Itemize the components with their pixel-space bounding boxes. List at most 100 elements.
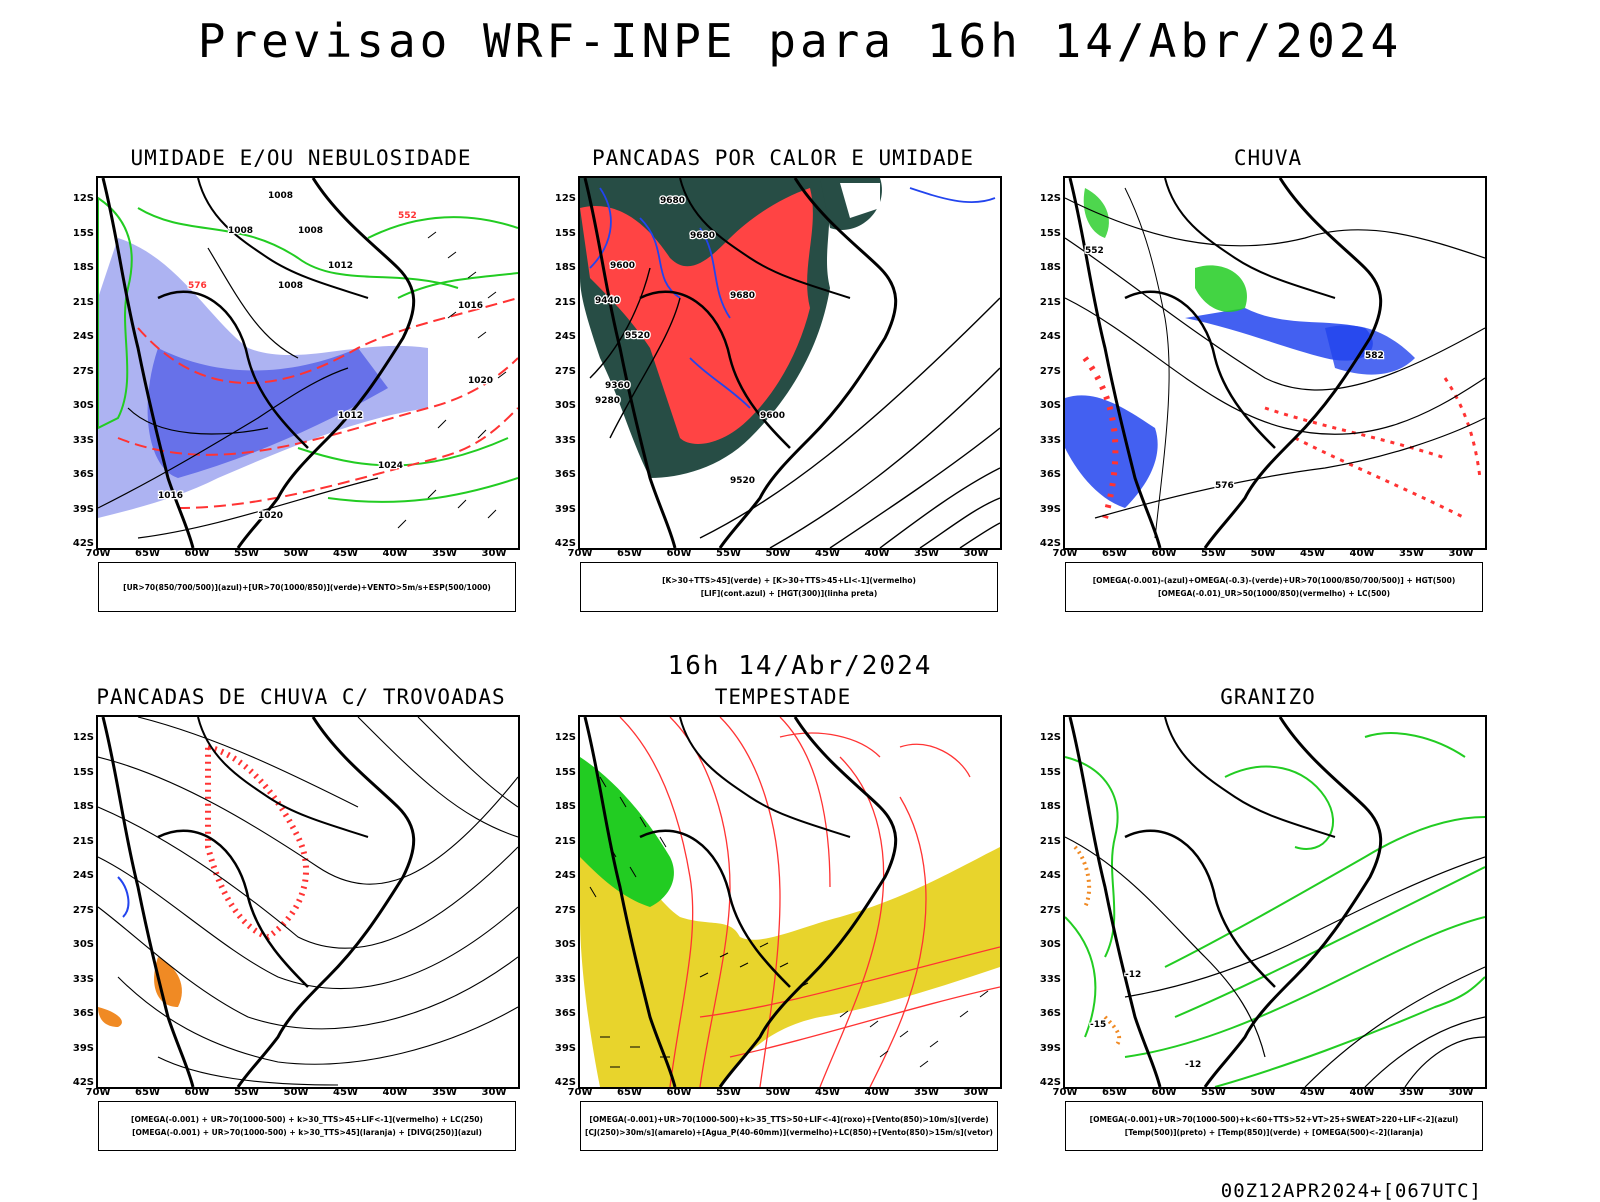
- lat-tick-label: 21S: [554, 296, 576, 308]
- lat-tick-label: 27S: [554, 904, 576, 916]
- lon-tick-label: 70W: [567, 1087, 593, 1098]
- lat-tick-label: 30S: [1039, 400, 1061, 411]
- lon-tick-label: 35W: [432, 1087, 457, 1098]
- humidity-low-level-contour: [297, 437, 518, 503]
- lon-tick-label: 45W: [1300, 1087, 1325, 1098]
- thunderstorm-area: [205, 743, 309, 941]
- contour-label: -12: [1125, 970, 1141, 980]
- lat-tick-label: 24S: [554, 331, 576, 342]
- lat-tick-label: 39S: [1039, 503, 1061, 515]
- map-umidade: 1008 1008 1008 1008 1012 1012 1016 1016 1020 1020…: [96, 176, 520, 550]
- lon-tick-label: 40W: [382, 1087, 408, 1098]
- contour-label: 1016: [458, 301, 483, 311]
- map-granizo: -12 -12 -15: [1063, 715, 1487, 1089]
- lon-tick-label: 50W: [283, 548, 309, 559]
- lat-tick-label: 33S: [554, 434, 576, 446]
- lon-tick-label: 40W: [1349, 548, 1375, 559]
- streamline: [1124, 187, 1170, 539]
- map-tempestade: [578, 715, 1002, 1089]
- continent-outline: [101, 178, 416, 548]
- panel-legend: [OMEGA(-0.001)+UR>70(1000-500)+k>35_TTS>…: [580, 1101, 998, 1151]
- lon-tick-label: 45W: [1300, 548, 1325, 559]
- lat-tick-label: 24S: [554, 870, 576, 881]
- contour-label: 1008: [268, 191, 293, 201]
- panel-title: PANCADAS POR CALOR E UMIDADE: [591, 146, 974, 170]
- contour-label: 1008: [298, 226, 323, 236]
- lat-tick-label: 12S: [1039, 732, 1061, 743]
- lat-tick-label: 33S: [72, 973, 94, 985]
- lat-tick-label: 30S: [1039, 939, 1061, 950]
- hgt500-contour: [1065, 197, 1485, 519]
- thickness-contour: [177, 407, 518, 509]
- panel-legend: [OMEGA(-0.001) + UR>70(1000-500) + k>30_…: [98, 1101, 516, 1151]
- lat-tick-label: 39S: [72, 1042, 94, 1054]
- omega500-area: [1073, 845, 1122, 1049]
- contour-label: 1020: [258, 511, 283, 521]
- lon-tick-label: 45W: [333, 548, 358, 559]
- lat-tick-label: 27S: [72, 904, 94, 916]
- lat-tick-label: 21S: [1039, 835, 1061, 847]
- lat-tick-label: 18S: [72, 262, 94, 273]
- lat-tick-label: 42S: [554, 538, 576, 549]
- legend-line: [CJ(250)>30m/s](amarelo)+[Agua_P(40-60mm…: [585, 1128, 993, 1137]
- panel-title: CHUVA: [1233, 146, 1303, 170]
- panel-title: TEMPESTADE: [714, 685, 852, 709]
- lon-tick-label: 40W: [1349, 1087, 1375, 1098]
- panel-granizo: GRANIZO: [1033, 685, 1503, 1175]
- lon-tick-label: 55W: [1201, 1087, 1226, 1098]
- lat-tick-label: 15S: [554, 766, 576, 778]
- continent-outline: [583, 178, 898, 548]
- lat-tick-label: 12S: [1039, 193, 1061, 204]
- humidity-mid-level-area: [147, 348, 388, 478]
- lat-tick-label: 24S: [72, 331, 94, 342]
- contour-label: 9280: [595, 396, 620, 406]
- lat-tick-label: 21S: [1039, 296, 1061, 308]
- lon-tick-label: 55W: [234, 1087, 259, 1098]
- instability-area: [580, 188, 813, 444]
- legend-line: [UR>70(850/700/500)](azul)+[UR>70(1000/8…: [123, 582, 491, 592]
- lat-tick-label: 21S: [72, 835, 94, 847]
- legend-line: [OMEGA(-0.01)_UR>50(1000/850)(vermelho) …: [1157, 589, 1391, 598]
- lat-tick-label: 21S: [554, 835, 576, 847]
- contour-label: 1012: [328, 261, 353, 271]
- lon-tick-label: 55W: [234, 548, 259, 559]
- lon-tick-label: 60W: [1151, 1087, 1177, 1098]
- lat-tick-label: 18S: [1039, 801, 1061, 812]
- contour-label: 582: [1365, 351, 1384, 361]
- lat-tick-label: 30S: [554, 939, 576, 950]
- lat-tick-label: 33S: [554, 973, 576, 985]
- contour-label: 576: [188, 281, 207, 291]
- lat-tick-label: 27S: [1039, 365, 1061, 377]
- legend-line: [Temp(500)](preto) + [Temp(850)](verde) …: [1124, 1128, 1424, 1137]
- lon-tick-label: 30W: [1448, 548, 1474, 559]
- lat-tick-label: 42S: [72, 1077, 94, 1088]
- lon-tick-label: 50W: [765, 548, 791, 559]
- lon-tick-label: 70W: [1052, 1087, 1078, 1098]
- lat-tick-label: 12S: [72, 732, 94, 743]
- lon-tick-label: 70W: [85, 548, 111, 559]
- lat-tick-label: 33S: [1039, 434, 1061, 446]
- contour-label: 9600: [610, 261, 635, 271]
- lifted-index-contour: [589, 187, 751, 409]
- lat-tick-label: 42S: [1039, 1077, 1061, 1088]
- lon-tick-label: 50W: [1250, 1087, 1276, 1098]
- lat-tick-label: 42S: [72, 538, 94, 549]
- wind-850-area: [580, 757, 674, 907]
- lon-tick-label: 45W: [333, 1087, 358, 1098]
- pancadas-calor-map-svg: 9680 9680 9680 9600 9520 9440 9360 9280 9600 9520: [580, 178, 1000, 548]
- run-timestamp: 00Z12APR2024+[067UTC]: [1220, 1180, 1482, 1202]
- contour-label: 9440: [595, 296, 620, 306]
- lon-tick-label: 60W: [666, 548, 692, 559]
- lon-tick-label: 50W: [765, 1087, 791, 1098]
- lat-tick-label: 36S: [554, 469, 576, 480]
- omega-area: [1065, 395, 1158, 508]
- contour-label: 9360: [605, 381, 630, 391]
- contour-label: 9680: [660, 196, 685, 206]
- map-chuva: 552 576 582: [1063, 176, 1487, 550]
- lon-tick-label: 45W: [815, 548, 840, 559]
- contour-label: -12: [1185, 1060, 1201, 1070]
- contour-label: 1008: [228, 226, 253, 236]
- lon-tick-label: 30W: [481, 548, 507, 559]
- lon-tick-label: 60W: [1151, 548, 1177, 559]
- streamlines: [98, 717, 518, 1086]
